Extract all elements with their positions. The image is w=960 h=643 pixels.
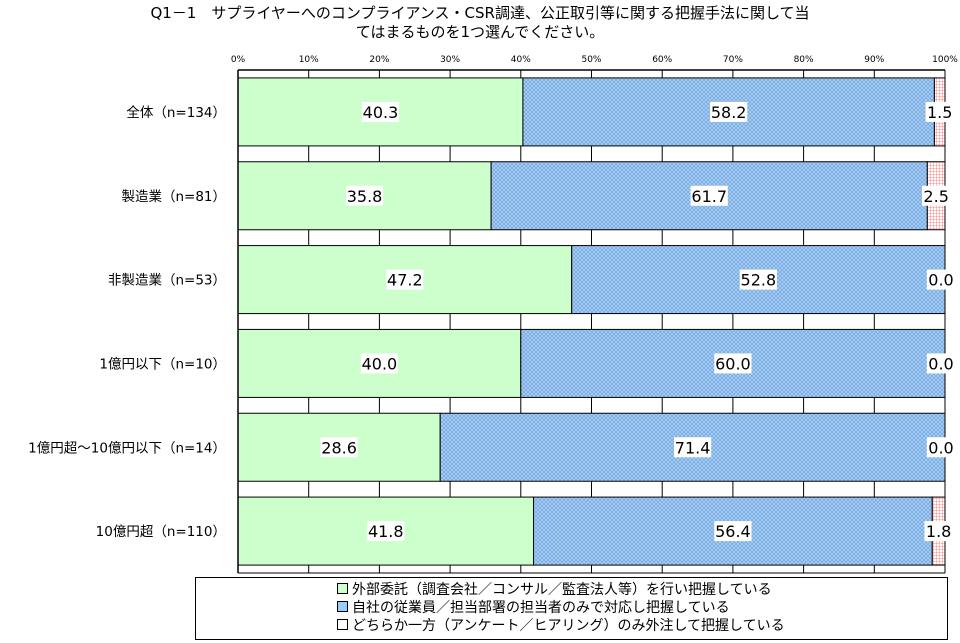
data-label-background [345, 185, 384, 206]
category-label: 10億円超（n=110） [96, 524, 226, 540]
data-label-background [926, 353, 956, 374]
legend-swatch-partial-outsourced [337, 619, 348, 630]
data-label-background [361, 101, 400, 122]
data-label: 40.0 [362, 354, 398, 373]
data-label-background [921, 185, 951, 206]
x-tick-label: 70% [723, 55, 743, 65]
data-label: 61.7 [691, 187, 727, 206]
data-label: 1.8 [926, 522, 951, 541]
legend: 外部委託（調査会社／コンサル／監査法人等）を行い把握している 自社の従業員／担当… [195, 577, 948, 640]
data-label-background [739, 269, 777, 290]
data-label: 47.2 [387, 271, 423, 290]
data-label: 35.8 [347, 187, 383, 206]
data-label: 71.4 [675, 438, 711, 457]
data-label-background [360, 353, 398, 374]
x-tick-label: 20% [369, 55, 389, 65]
x-tick-label: 80% [794, 55, 814, 65]
bar-segment [520, 328, 946, 398]
legend-item-partial-outsourced: どちらか一方（アンケート／ヒアリング）のみ外注して把握している [337, 617, 785, 635]
x-tick-label: 30% [440, 55, 460, 65]
data-label: 52.8 [741, 271, 777, 290]
data-label: 60.0 [715, 354, 751, 373]
category-label: 製造業（n=81） [121, 189, 226, 205]
axes: 0% 10% 20% 30% 40% 50% 60% 70% 80% 90% 100% 全体（n=13… [28, 55, 958, 574]
data-label: 40.3 [363, 103, 399, 122]
data-label-background [926, 437, 956, 458]
x-tick-label: 50% [581, 55, 601, 65]
data-label-background [674, 437, 712, 458]
category-label: 非製造業（n=53） [108, 273, 226, 289]
data-label-background [367, 521, 405, 542]
chart-title: Q1－1 サプライヤーへのコンプライアンス・CSR調達、公正取引等に関する把握手… [0, 4, 960, 42]
data-label: 2.5 [923, 187, 948, 206]
category-label: 全体（n=134） [126, 104, 226, 121]
gridlines [237, 70, 946, 573]
legend-label-in-house: 自社の従業員／担当部署の担当者のみで対応し把握している [352, 600, 730, 616]
bars: 40.3 58.2 1.5 35.8 61.7 2.5 47.2 52.8 0.0 40.0 60.… [237, 77, 956, 566]
data-label-background [714, 521, 752, 542]
data-label: 0.0 [928, 438, 953, 457]
x-tick-label: 10% [299, 55, 319, 65]
x-tick-label: 90% [864, 55, 884, 65]
x-tick-label: 40% [511, 55, 531, 65]
data-label-background [714, 353, 752, 374]
data-label: 58.2 [711, 103, 747, 122]
legend-item-in-house: 自社の従業員／担当部署の担当者のみで対応し把握している [337, 599, 730, 617]
x-tick-label: 0% [231, 55, 246, 65]
data-label-background [924, 521, 953, 542]
legend-swatch-outsourced [337, 583, 348, 594]
category-label: 1億円超～10億円以下（n=14） [28, 440, 226, 456]
chart-title-line-1: Q1－1 サプライヤーへのコンプライアンス・CSR調達、公正取引等に関する把握手… [150, 4, 810, 22]
x-tick-label: 60% [652, 55, 672, 65]
data-label-background [926, 269, 956, 290]
chart-title-line-2: てはまるものを1つ選んでください。 [355, 23, 605, 41]
legend-label-outsourced: 外部委託（調査会社／コンサル／監査法人等）を行い把握している [352, 582, 772, 598]
data-label-background [386, 269, 424, 290]
data-label-background [690, 185, 728, 206]
data-label: 28.6 [321, 438, 357, 457]
x-tick-label: 100% [932, 55, 958, 65]
data-label-background [320, 437, 358, 458]
legend-label-partial-outsourced: どちらか一方（アンケート／ヒアリング）のみ外注して把握している [352, 618, 785, 634]
data-label: 0.0 [928, 271, 953, 290]
category-label: 1億円以下（n=10） [99, 356, 226, 372]
legend-item-outsourced: 外部委託（調査会社／コンサル／監査法人等）を行い把握している [337, 581, 772, 599]
data-label: 41.8 [368, 522, 404, 541]
data-label-background [925, 101, 954, 122]
stacked-bar-chart: 40.3 58.2 1.5 35.8 61.7 2.5 47.2 52.8 0.0 40.0 60.… [28, 55, 958, 574]
data-label: 0.0 [928, 354, 953, 373]
data-label-background [710, 101, 748, 122]
data-label: 1.5 [927, 103, 952, 122]
legend-swatch-in-house [337, 601, 348, 612]
data-label: 56.4 [715, 522, 751, 541]
